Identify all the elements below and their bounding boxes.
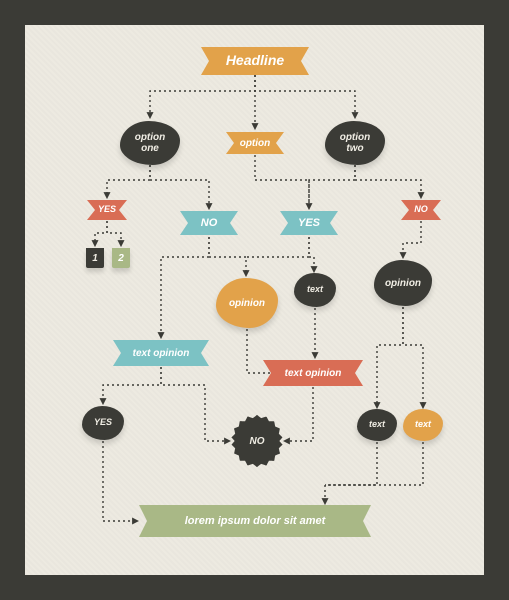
node-opt2: option two [325, 121, 385, 165]
node-opin1: opinion [216, 278, 278, 328]
node-label: lorem ipsum dolor sit amet [185, 515, 326, 527]
node-headline: Headline [201, 47, 309, 75]
node-no1: NO [180, 211, 238, 235]
node-label: opinion [229, 298, 265, 309]
edge [161, 237, 209, 337]
node-yes3: YES [82, 406, 124, 440]
edge [255, 75, 355, 117]
node-t2: 2 [112, 248, 130, 268]
node-label: text [369, 420, 385, 430]
edge [403, 307, 423, 407]
edge [309, 237, 314, 271]
node-label: NO [201, 217, 218, 229]
node-label: NO [414, 205, 428, 215]
edge [209, 237, 246, 275]
node-label: Headline [226, 53, 284, 68]
edge [107, 165, 150, 197]
node-txtop1: text opinion [113, 340, 209, 366]
node-text2: text [357, 409, 397, 441]
node-t1: 1 [86, 248, 104, 268]
node-no3: NO [231, 415, 283, 467]
node-label: YES [94, 418, 112, 428]
edge [255, 155, 309, 208]
edge [161, 367, 229, 441]
edge [247, 329, 270, 373]
node-text1: text [294, 273, 336, 307]
node-label: option one [135, 132, 166, 154]
node-label: text opinion [285, 368, 342, 379]
node-yes1: YES [87, 200, 127, 220]
node-label: option two [340, 132, 371, 154]
edge [285, 387, 313, 441]
node-label: NO [250, 436, 265, 447]
flowchart-canvas: Headline option one option option two YES NO Y… [25, 25, 484, 575]
node-label: opinion [385, 278, 421, 289]
edge [103, 441, 137, 521]
edges-layer [25, 25, 484, 575]
node-text3: text [403, 409, 443, 441]
node-label: YES [298, 217, 320, 229]
node-label: YES [98, 205, 116, 215]
node-label: 1 [92, 253, 98, 264]
node-label: text [307, 285, 323, 295]
edge [355, 165, 421, 197]
edge [325, 442, 423, 485]
edge [150, 75, 255, 117]
edge [107, 221, 121, 245]
node-yes2: YES [280, 211, 338, 235]
edge [150, 165, 209, 208]
node-no2: NO [401, 200, 441, 220]
node-label: text [415, 420, 431, 430]
edge [325, 442, 377, 503]
edge [247, 237, 309, 257]
edge [377, 307, 403, 407]
edge [403, 221, 421, 257]
edge [309, 165, 355, 208]
node-opin2: opinion [374, 260, 432, 306]
node-label: text opinion [133, 348, 190, 359]
node-final: lorem ipsum dolor sit amet [139, 505, 371, 537]
edge [95, 221, 107, 245]
node-txtop2: text opinion [263, 360, 363, 386]
node-label: option [240, 138, 271, 149]
node-label: 2 [118, 253, 124, 264]
edge [103, 367, 161, 403]
node-option: option [226, 132, 284, 154]
node-opt1: option one [120, 121, 180, 165]
